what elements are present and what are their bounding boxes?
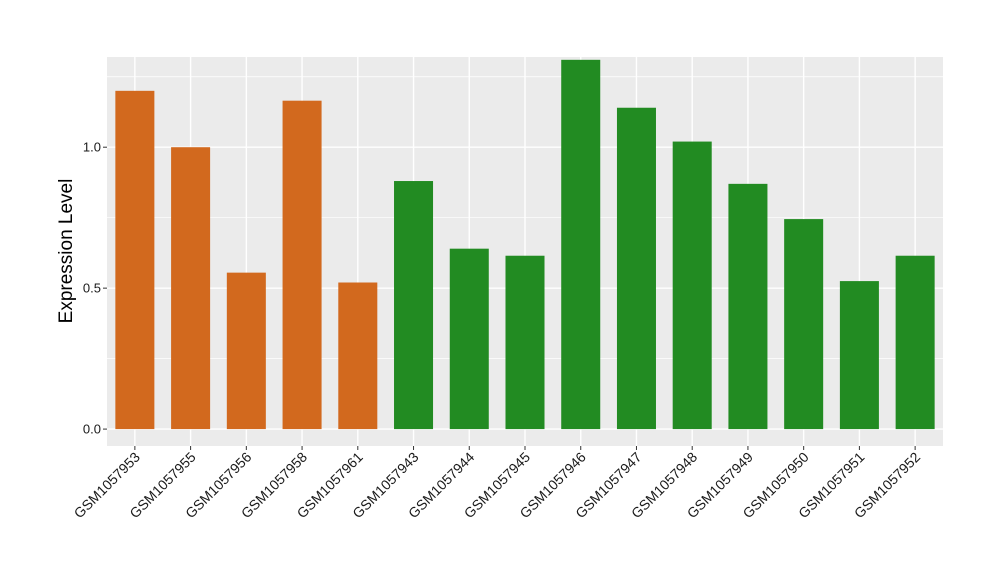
- x-axis: GSM1057953GSM1057955GSM1057956GSM1057958…: [71, 446, 923, 521]
- bar-GSM1057944: [449, 248, 489, 430]
- y-tick-label: 0.5: [83, 281, 101, 296]
- bar-GSM1057961: [338, 282, 378, 430]
- bar-GSM1057945: [505, 255, 545, 430]
- bar-GSM1057947: [616, 107, 656, 430]
- bar-GSM1057958: [282, 100, 322, 430]
- bar-GSM1057953: [115, 90, 155, 430]
- bar-GSM1057950: [784, 219, 824, 430]
- bar-GSM1057948: [672, 141, 712, 430]
- bar-GSM1057956: [226, 272, 266, 430]
- bar-GSM1057955: [171, 147, 211, 430]
- y-axis-title: Expression Level: [56, 179, 77, 324]
- bar-GSM1057951: [839, 281, 879, 430]
- y-axis: 0.0 0.5 1.0: [83, 140, 107, 437]
- bar-GSM1057949: [728, 183, 768, 430]
- bar-GSM1057952: [895, 255, 935, 430]
- bar-GSM1057946: [561, 59, 601, 430]
- y-tick-label: 1.0: [83, 140, 101, 155]
- bar-GSM1057943: [394, 181, 434, 430]
- bars: [115, 59, 935, 430]
- y-tick-label: 0.0: [83, 422, 101, 437]
